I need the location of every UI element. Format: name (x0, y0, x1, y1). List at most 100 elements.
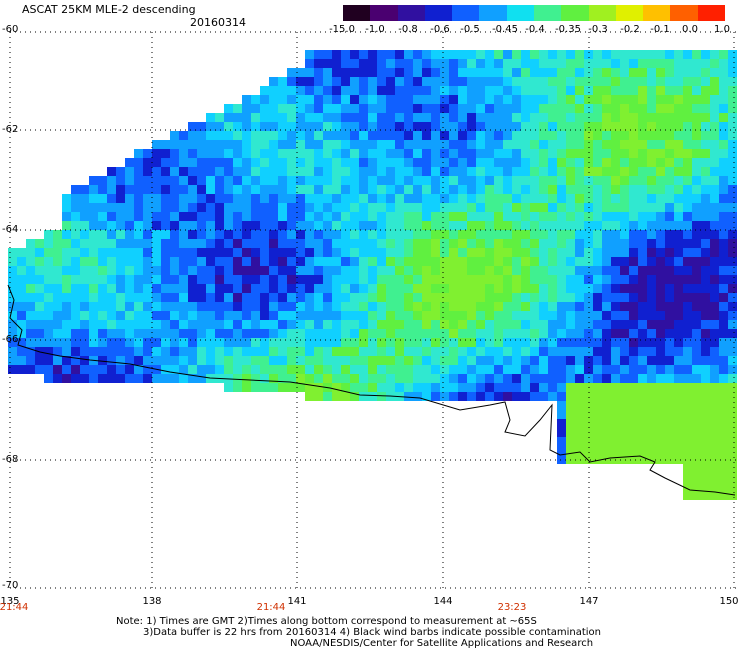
data-cell (377, 320, 386, 329)
data-cell (224, 257, 233, 266)
data-cell (116, 266, 125, 275)
data-cell (701, 473, 710, 482)
data-cell (44, 266, 53, 275)
data-cell (179, 302, 188, 311)
data-cell (386, 383, 395, 392)
data-cell (566, 176, 575, 185)
data-cell (512, 167, 521, 176)
data-cell (494, 320, 503, 329)
data-cell (719, 473, 728, 482)
data-cell (611, 275, 620, 284)
data-cell (332, 104, 341, 113)
data-cell (575, 356, 584, 365)
data-cell (332, 77, 341, 86)
data-cell (278, 320, 287, 329)
colorbar-tick: 1.0 (714, 24, 730, 35)
data-cell (638, 329, 647, 338)
data-cell (710, 482, 719, 491)
gridlines (9, 31, 736, 592)
data-cell (395, 230, 404, 239)
data-cell (161, 284, 170, 293)
data-cell (512, 284, 521, 293)
data-cell (80, 311, 89, 320)
data-cell (647, 86, 656, 95)
data-cell (728, 383, 737, 392)
data-cell (719, 239, 728, 248)
data-cell (206, 131, 215, 140)
data-cell (710, 248, 719, 257)
data-cell (215, 302, 224, 311)
data-cell (323, 221, 332, 230)
data-cell (62, 266, 71, 275)
data-cell (242, 203, 251, 212)
data-cell (521, 284, 530, 293)
data-cell (683, 149, 692, 158)
data-cell (260, 212, 269, 221)
data-cell (521, 59, 530, 68)
data-cell (458, 257, 467, 266)
data-cell (710, 113, 719, 122)
data-cell (719, 284, 728, 293)
data-cell (314, 338, 323, 347)
data-cell (359, 176, 368, 185)
data-cell (116, 176, 125, 185)
data-cell (413, 383, 422, 392)
data-cell (80, 203, 89, 212)
data-cell (188, 149, 197, 158)
data-cell (215, 122, 224, 131)
data-cell (665, 122, 674, 131)
data-cell (719, 68, 728, 77)
data-cell (233, 329, 242, 338)
data-cell (386, 194, 395, 203)
data-cell (656, 311, 665, 320)
data-cell (557, 257, 566, 266)
data-cell (701, 401, 710, 410)
data-cell (629, 437, 638, 446)
data-cell (152, 275, 161, 284)
data-cell (314, 329, 323, 338)
data-cell (593, 284, 602, 293)
data-cell (485, 113, 494, 122)
data-cell (98, 338, 107, 347)
data-cell (494, 239, 503, 248)
data-cell (548, 68, 557, 77)
data-cell (539, 275, 548, 284)
data-cell (170, 320, 179, 329)
data-cell (332, 167, 341, 176)
data-cell (638, 320, 647, 329)
data-cell (233, 122, 242, 131)
data-cell (17, 275, 26, 284)
data-cell (377, 185, 386, 194)
data-cell (647, 257, 656, 266)
data-cell (449, 257, 458, 266)
data-cell (656, 365, 665, 374)
data-cell (665, 86, 674, 95)
data-cell (476, 329, 485, 338)
data-cell (530, 293, 539, 302)
data-cell (422, 50, 431, 59)
data-cell (629, 365, 638, 374)
data-cell (197, 365, 206, 374)
data-cell (296, 77, 305, 86)
data-cell (278, 311, 287, 320)
data-cell (260, 356, 269, 365)
data-cell (170, 140, 179, 149)
data-cell (260, 203, 269, 212)
data-cell (287, 221, 296, 230)
data-cell (368, 266, 377, 275)
colorbar-swatch (615, 5, 644, 21)
data-cell (557, 203, 566, 212)
data-cell (476, 158, 485, 167)
data-cell (287, 383, 296, 392)
data-cell (143, 302, 152, 311)
data-cell (611, 158, 620, 167)
data-cell (620, 86, 629, 95)
data-cell (332, 122, 341, 131)
data-cell (575, 275, 584, 284)
data-cell (413, 122, 422, 131)
data-cell (278, 293, 287, 302)
data-cell (575, 320, 584, 329)
data-cell (359, 122, 368, 131)
data-cell (395, 338, 404, 347)
data-cell (323, 203, 332, 212)
